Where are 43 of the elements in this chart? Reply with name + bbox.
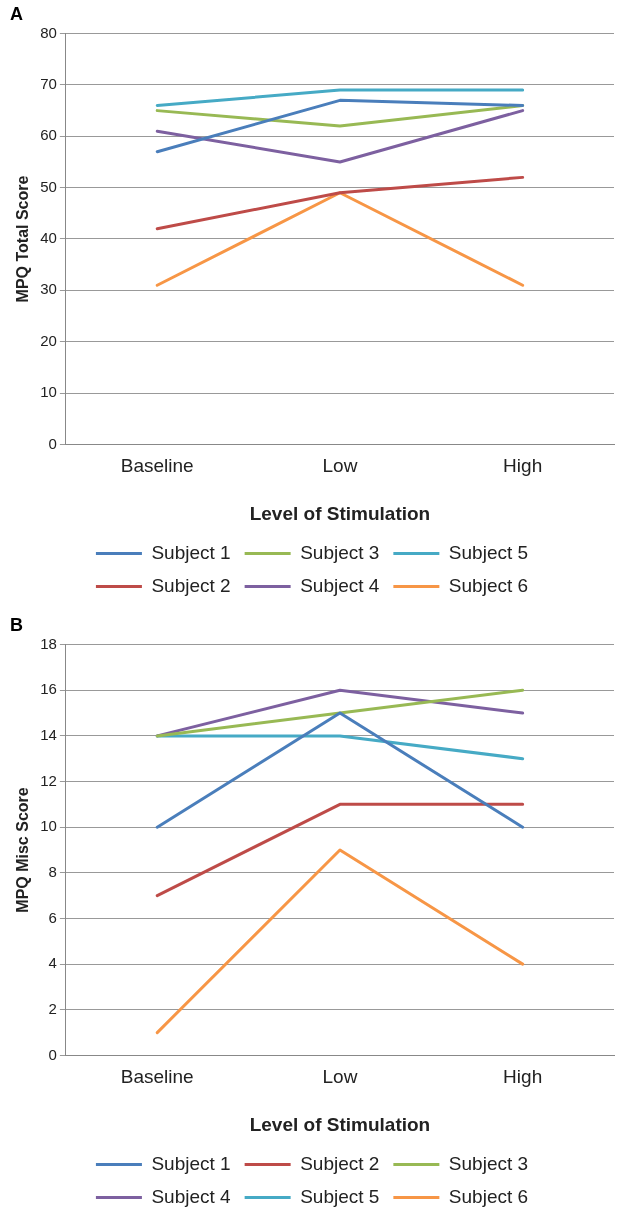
legend-label: Subject 6: [448, 574, 529, 596]
x-tick-label: Low: [322, 455, 358, 477]
x-tick-label: Baseline: [120, 455, 194, 477]
y-tick-label: 6: [48, 908, 57, 926]
legend-label: Subject 1: [151, 1152, 231, 1174]
y-tick-label: 50: [40, 177, 57, 195]
y-axis-title: MPQ Total Score: [14, 175, 32, 303]
x-tick-label: High: [503, 455, 543, 477]
y-tick-label: 70: [40, 75, 57, 93]
legend-label: Subject 5: [448, 541, 529, 563]
legend-label: Subject 2: [300, 1152, 380, 1174]
legend-label: Subject 3: [448, 1152, 529, 1174]
legend-label: Subject 5: [300, 1185, 380, 1207]
chart-title: B: [10, 614, 23, 635]
x-tick-label: Baseline: [120, 1066, 194, 1088]
y-tick-label: 2: [48, 999, 57, 1017]
y-tick-label: 40: [40, 229, 57, 247]
legend-label: Subject 4: [300, 574, 380, 596]
legend-label: Subject 6: [448, 1185, 529, 1207]
y-tick-label: 18: [40, 634, 57, 652]
y-tick-label: 14: [40, 726, 57, 744]
y-axis-title: MPQ Misc Score: [14, 787, 32, 913]
y-tick-label: 4: [48, 954, 57, 972]
y-tick-label: 0: [48, 1045, 57, 1063]
x-axis-title: Level of Stimulation: [249, 502, 431, 524]
chart-title: A: [10, 3, 23, 24]
y-tick-label: 16: [40, 680, 57, 698]
y-tick-label: 10: [40, 383, 57, 401]
legend-label: Subject 3: [300, 541, 380, 563]
x-tick-label: High: [503, 1066, 543, 1088]
x-tick-label: Low: [322, 1066, 358, 1088]
y-tick-label: 60: [40, 126, 57, 144]
legend-label: Subject 2: [151, 574, 231, 596]
x-axis-title: Level of Stimulation: [249, 1113, 431, 1135]
legend-label: Subject 1: [151, 541, 231, 563]
y-tick-label: 20: [40, 331, 57, 349]
legend-label: Subject 4: [151, 1185, 232, 1207]
y-tick-label: 0: [48, 434, 57, 452]
y-tick-label: 10: [40, 817, 57, 835]
y-tick-label: 30: [40, 280, 57, 298]
y-tick-label: 12: [40, 771, 57, 789]
y-tick-label: 80: [40, 23, 57, 41]
y-tick-label: 8: [48, 862, 57, 880]
